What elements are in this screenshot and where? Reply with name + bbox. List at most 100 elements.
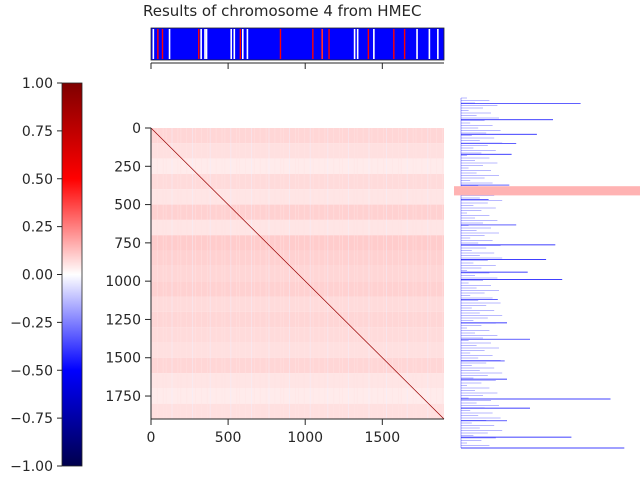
- heatmap-texture-stripe: [274, 128, 276, 419]
- heatmap-texture-stripe: [209, 128, 211, 419]
- heatmap-row-bin: [151, 388, 444, 404]
- track-white-mark: [356, 29, 359, 59]
- track-white-mark: [152, 29, 155, 59]
- x-tick-label: 1000: [287, 430, 323, 446]
- track-red-mark: [312, 29, 314, 59]
- y-tick-label: 250: [114, 159, 141, 175]
- colorbar-tick-label: −0.50: [10, 363, 53, 379]
- heatmap-row-bin: [151, 281, 444, 297]
- track-red-mark: [393, 29, 395, 59]
- x-tick-label: 0: [147, 430, 156, 446]
- x-axis-ticks: 0 500 1000 1500: [147, 419, 400, 446]
- heatmap-texture-stripe: [442, 128, 443, 419]
- heatmap-texture-stripe: [312, 128, 314, 419]
- y-tick-label: 1000: [105, 274, 141, 290]
- heatmap-row-bin: [151, 373, 444, 389]
- heatmap-texture-stripe: [221, 128, 223, 419]
- heatmap-texture-stripe: [333, 128, 335, 419]
- heatmap-texture-stripe: [201, 128, 202, 419]
- colorbar-ticks: −1.00 −0.75 −0.50 −0.25 0.00 0.25 0.50 0.75 1.00: [10, 76, 62, 475]
- heatmap-texture-stripe: [398, 128, 399, 419]
- heatmap-texture-stripe: [415, 128, 417, 419]
- heatmap-texture-stripe: [265, 128, 267, 419]
- y-axis-ticks: 0 250 500 750 1000 1250 1500 1750: [105, 121, 151, 405]
- heatmap-texture-stripe: [327, 128, 329, 419]
- track-white-mark: [428, 29, 431, 59]
- chart-title: Results of chromosome 4 from HMEC: [143, 2, 422, 20]
- heatmap-texture-stripe: [206, 128, 208, 419]
- track-red-mark: [239, 29, 242, 59]
- heatmap-texture-stripe: [436, 128, 437, 419]
- heatmap-texture-stripe: [283, 128, 285, 419]
- heatmap-row-bin: [151, 235, 444, 251]
- heatmap-texture-stripe: [406, 128, 408, 419]
- heatmap-diagonal: [150, 127, 445, 420]
- heatmap-row-bin: [151, 143, 444, 159]
- heatmap-texture-stripe: [230, 128, 232, 419]
- colorbar-tick-label: 0.75: [22, 124, 53, 140]
- heatmap-texture-stripe: [251, 128, 252, 419]
- x-tick-label: 1500: [364, 430, 400, 446]
- heatmap-texture-stripe: [383, 128, 385, 419]
- y-tick-label: 1250: [105, 312, 141, 328]
- heatmap-texture-stripe: [295, 128, 296, 419]
- heatmap-texture-stripe: [339, 128, 340, 419]
- track-white-mark: [437, 29, 439, 59]
- heatmap-row-bin: [151, 403, 444, 419]
- heatmap-texture-stripe: [377, 128, 379, 419]
- heatmap-row-bin: [151, 204, 444, 220]
- heatmap-axes: [150, 128, 444, 420]
- heatmap-row-bin: [151, 357, 444, 374]
- heatmap-row-bin: [151, 311, 444, 328]
- track-red-mark: [328, 29, 330, 59]
- heatmap-texture-stripe: [356, 128, 358, 419]
- track-white-mark: [353, 29, 356, 59]
- heatmap-texture-stripe: [192, 128, 193, 419]
- heatmap-texture-stripe: [195, 128, 196, 419]
- track-white-mark: [233, 29, 236, 59]
- heatmap: 0 500 1000 1500 0 250 500 750 1000 1250 1500 1750: [105, 121, 445, 446]
- heatmap-texture-stripe: [342, 128, 343, 419]
- heatmap-texture-stripe: [162, 128, 164, 419]
- track-red-mark: [161, 29, 164, 59]
- top-track-lines: [152, 29, 439, 59]
- colorbar-tick-label: −0.75: [10, 411, 53, 427]
- heatmap-texture-stripe: [421, 128, 423, 419]
- colorbar: −1.00 −0.75 −0.50 −0.25 0.00 0.25 0.50 0.75 1.00: [10, 76, 83, 475]
- track-white-mark: [168, 29, 171, 59]
- heatmap-row-bin: [151, 296, 444, 312]
- track-white-mark: [373, 29, 375, 59]
- heatmap-texture-stripe: [236, 128, 238, 419]
- colorbar-tick-label: 1.00: [22, 76, 53, 92]
- heatmap-texture-stripe: [280, 128, 282, 419]
- heatmap-texture-stripe: [224, 128, 226, 419]
- track-white-mark: [230, 29, 233, 59]
- heatmap-row-bin: [151, 219, 444, 236]
- track-red-mark: [403, 29, 406, 59]
- colorbar-tick-label: 0.00: [22, 268, 53, 284]
- heatmap-row-bin: [151, 173, 444, 190]
- y-tick-label: 750: [114, 236, 141, 252]
- colorbar-tick-label: −0.25: [10, 315, 53, 331]
- heatmap-texture-stripe: [430, 128, 432, 419]
- track-white-mark: [204, 29, 206, 59]
- top-track-background: [150, 27, 445, 61]
- colorbar-tick-label: 0.50: [22, 172, 53, 188]
- heatmap-texture-stripe: [392, 128, 393, 419]
- heatmap-texture-stripe: [303, 128, 305, 419]
- heatmap-row-bin: [151, 189, 444, 205]
- heatmap-texture-stripe: [386, 128, 387, 419]
- heatmap-texture-stripe: [309, 128, 311, 419]
- heatmap-background: [151, 128, 444, 419]
- heatmap-texture-stripe: [412, 128, 414, 419]
- heatmap-texture-stripe: [348, 128, 349, 419]
- track-red-mark: [157, 29, 159, 59]
- heatmap-texture-stripe: [318, 128, 320, 419]
- heatmap-texture-stripe: [324, 128, 326, 419]
- heatmap-texture-stripe: [180, 128, 182, 419]
- heatmap-texture-stripe: [215, 128, 217, 419]
- right-profile-highlight: [454, 186, 640, 196]
- heatmap-texture-stripe: [253, 128, 255, 419]
- heatmap-texture-stripe: [368, 128, 370, 419]
- heatmap-row-bin: [151, 128, 444, 144]
